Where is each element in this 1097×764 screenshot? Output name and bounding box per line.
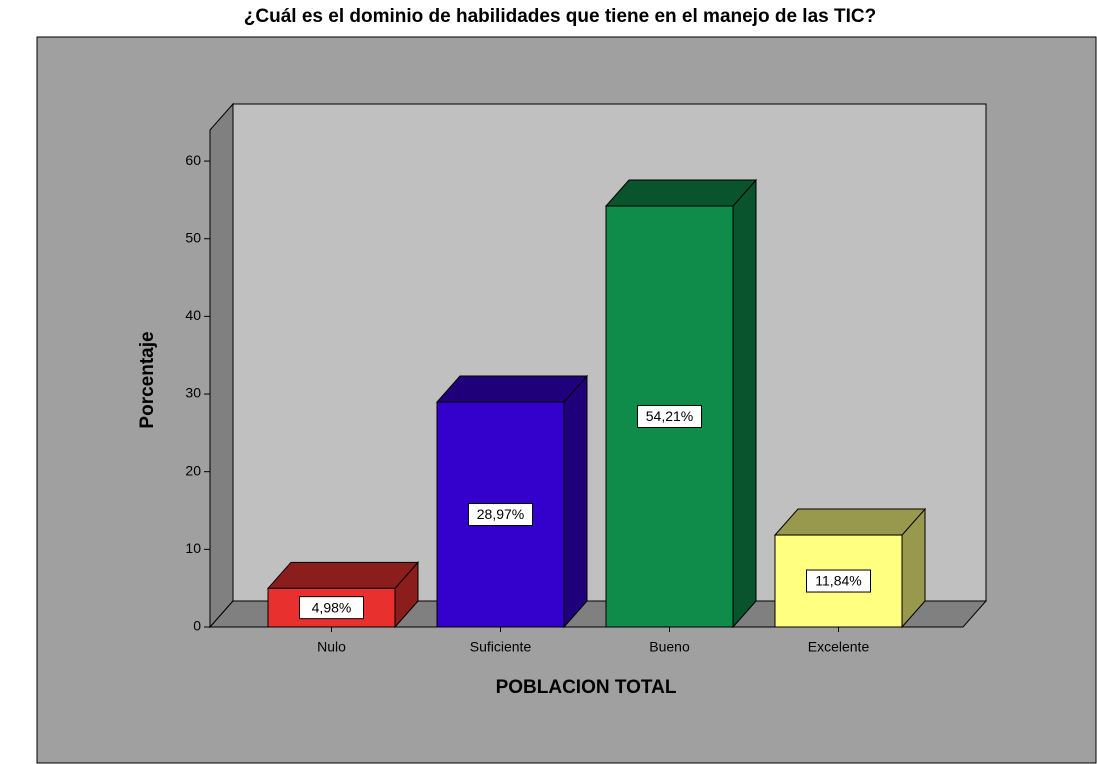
value-label-box [637, 405, 702, 429]
x-tick-label: Excelente [808, 639, 870, 655]
bar-side [732, 178, 757, 629]
bar-top [604, 179, 758, 207]
x-tick-label: Bueno [649, 639, 690, 655]
y-tick-label: 10 [185, 540, 201, 556]
bar-top [266, 561, 420, 589]
y-tick-label: 0 [193, 618, 201, 634]
y-tick-label: 50 [185, 229, 201, 245]
x-axis-title: POBLACION TOTAL [496, 677, 677, 698]
x-tick-label: Nulo [317, 639, 346, 655]
value-label: 54,21% [646, 408, 693, 424]
value-label-box [299, 596, 364, 620]
y-tick-label: 20 [185, 462, 201, 478]
x-tick-label: Suficiente [470, 639, 532, 655]
value-label: 28,97% [477, 506, 524, 522]
value-label: 11,84% [815, 573, 861, 589]
bar-top [435, 375, 589, 403]
bar-top [773, 508, 927, 536]
value-label: 4,98% [312, 599, 352, 615]
value-label-box [468, 503, 533, 527]
y-axis-title: Porcentaje [137, 331, 158, 428]
y-tick-label: 30 [185, 385, 201, 401]
chart-title: ¿Cuál es el dominio de habilidades que t… [244, 6, 876, 27]
y-tick-label: 40 [185, 307, 201, 323]
value-label-box [806, 569, 871, 593]
y-tick-label: 60 [185, 152, 201, 168]
left-wall [209, 102, 234, 629]
bar-side [563, 374, 588, 629]
